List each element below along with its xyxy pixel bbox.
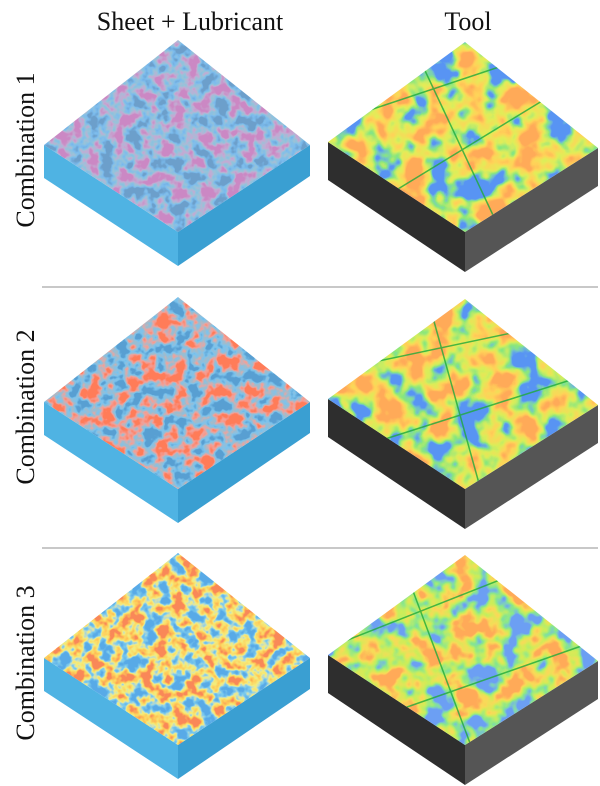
- row-images: [44, 297, 598, 529]
- row-label: Combination 2: [11, 329, 40, 484]
- row-label: Combination 1: [11, 72, 40, 227]
- row-images: [44, 40, 598, 272]
- figure: Sheet + Lubricant Tool Combination 1 Com…: [0, 0, 600, 786]
- tool-surface: [328, 555, 598, 785]
- column-header: Sheet + Lubricant: [97, 7, 284, 36]
- sheet-surface: [44, 40, 310, 266]
- row-label: Combination 3: [11, 585, 40, 740]
- row-images: [44, 553, 598, 785]
- tool-surface: [328, 299, 598, 529]
- column-header: Tool: [444, 7, 491, 36]
- sheet-surface: [44, 297, 310, 523]
- tool-surface: [328, 42, 598, 272]
- sheet-surface: [44, 553, 310, 779]
- page: Sheet + Lubricant Tool Combination 1 Com…: [0, 0, 600, 786]
